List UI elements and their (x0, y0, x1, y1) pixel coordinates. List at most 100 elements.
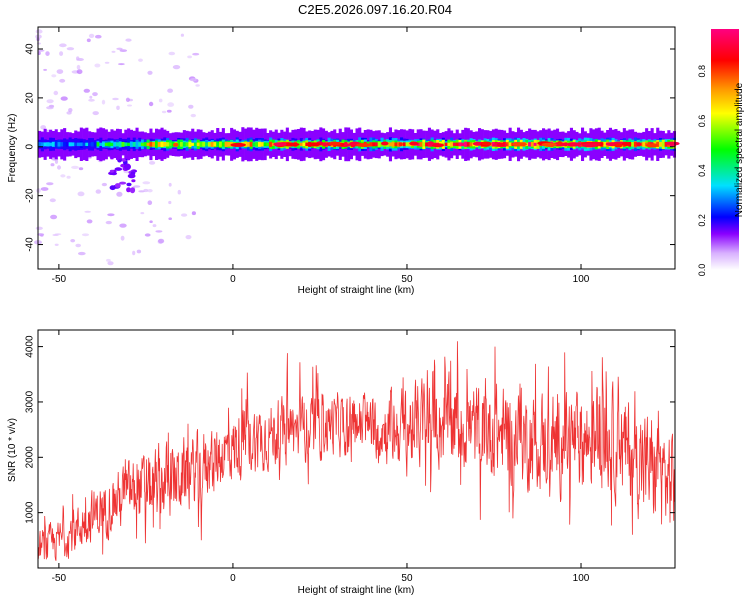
snr-y-label: SNR (10 * v/v) (7, 418, 18, 482)
spectrogram-noise-blob (168, 217, 172, 220)
spectrogram-noise-blob (148, 101, 154, 107)
spectrogram-noise-blob (116, 191, 123, 197)
spectrogram-band-cell (104, 142, 108, 146)
spectrogram-noise-blob (59, 51, 64, 56)
spectrogram-peak (557, 141, 562, 146)
y-tick-label: 40 (25, 43, 36, 55)
spectrogram-noise-blob (158, 98, 163, 103)
spectrogram-band-cell (205, 142, 209, 147)
spectrogram-noise-blob (76, 69, 83, 75)
spectrogram-band-cell (221, 142, 225, 147)
spectrogram-peak (328, 141, 341, 146)
y-tick-label: -20 (25, 188, 36, 203)
spectrogram-peak (283, 142, 300, 147)
spectrogram-noise-blob (56, 69, 64, 74)
spectrogram-band-cell (246, 141, 250, 147)
spectrogram-noise-blob (37, 233, 45, 236)
spectrogram-band-cell (163, 142, 167, 147)
spectrogram-peak (646, 143, 658, 148)
spectrogram-tail-blob (129, 187, 136, 194)
spectrogram-band-cell (645, 142, 649, 147)
spectrogram-peak (636, 142, 642, 147)
spectrogram-band-cell (196, 142, 200, 147)
spectrogram-band-cell (99, 142, 103, 146)
spectrogram-frame (37, 26, 676, 270)
spectrogram-noise-blob (180, 33, 184, 37)
spectrogram-noise-blob (107, 213, 115, 217)
spectrogram-tail-blob (114, 167, 123, 171)
spectrogram-peak (308, 142, 321, 147)
spectrogram-tail-blob (127, 173, 136, 179)
spectrogram-band-cell (405, 142, 409, 147)
spectrogram-noise-blob (60, 174, 66, 178)
spectrogram-band-cell (93, 142, 97, 147)
spectrogram-band-cell (199, 141, 203, 147)
spectrogram-noise-blob (167, 102, 175, 107)
spectrogram-noise-blob (167, 88, 174, 93)
spectrogram-band-cell (633, 141, 637, 147)
spectrogram-noise-blob (132, 250, 136, 256)
spectrogram-band-cell (63, 142, 67, 147)
spectrogram-band-cell (425, 142, 429, 147)
spectrogram-band-cell (96, 142, 100, 147)
spectrogram-noise-blob (59, 78, 66, 83)
spectrogram-noise-blob (142, 181, 151, 185)
spectrogram-band-cell (505, 142, 509, 147)
spectrogram-band-cell (252, 142, 256, 146)
spectrogram-band-cell (377, 141, 381, 147)
spectrogram-peak (481, 141, 492, 146)
spectrogram-panel: -50 0 50 100 -40 -20 0 20 40 Height of straight… (7, 26, 680, 296)
spectrogram-band-cell (90, 142, 94, 147)
spectrogram-band-cell (528, 142, 532, 147)
spectrogram-band-cell (452, 142, 456, 146)
spectrogram-noise-blob (120, 235, 125, 241)
spectrogram-noise-blob (123, 170, 130, 174)
x-tick-label: 100 (573, 274, 590, 285)
spectrogram-noise-blob (54, 233, 62, 236)
spectrogram-noise-blob (46, 99, 54, 104)
snr-y-ticks: 1000 2000 3000 4000 (25, 335, 675, 524)
spectrogram-noise-blob (143, 188, 149, 193)
spectrogram-noise-blob (49, 198, 56, 203)
spectrogram-noise-blob (45, 51, 50, 56)
spectrogram-band-cell (107, 142, 111, 147)
spectrogram-band-cell (146, 142, 150, 146)
spectrogram-noise-blob (192, 52, 200, 56)
spectrogram-noise-blob (172, 65, 181, 70)
spectrogram-noise-blob (136, 249, 142, 254)
spectrogram-peak (409, 141, 419, 146)
colorbar-tick-label: 0.4 (697, 164, 707, 177)
spectrogram-band-cell (642, 141, 646, 147)
colorbar: 0.0 0.2 0.4 0.6 0.8 Normalized spectral ampl… (697, 29, 745, 276)
spectrogram-peak (512, 142, 527, 147)
spectrogram-noise-blob (83, 88, 91, 93)
spectrogram-noise-blob (78, 251, 86, 256)
spectrogram-band (38, 127, 680, 162)
chart-title: C2E5.2026.097.16.20.R04 (298, 2, 452, 17)
spectrogram-peak (565, 142, 582, 147)
spectrogram-band-cell (191, 142, 195, 146)
spectrogram-band-cell (155, 142, 159, 147)
spectrogram-noise-blob (149, 161, 156, 165)
spectrogram-band-cell (536, 142, 540, 147)
spectrogram-band-cell (416, 142, 420, 146)
snr-frame (37, 329, 676, 569)
spectrogram-noise-blob (76, 64, 81, 70)
spectrogram-band-cell (659, 141, 663, 147)
spectrogram-band-cell (210, 141, 214, 147)
spectrogram-noise-blob (168, 200, 172, 205)
spectrogram-noise-blob (118, 63, 125, 66)
spectrogram-noise-blob (46, 106, 54, 110)
spectrogram-tail-blob (126, 182, 132, 187)
spectrogram-band-cell (402, 142, 406, 147)
spectrogram-band-cell (455, 142, 459, 146)
spectrogram-noise-blob (119, 223, 127, 228)
spectrogram-band-cell (157, 141, 161, 147)
spectrogram-band-cell (464, 141, 468, 147)
spectrogram-tail-blob (131, 179, 136, 183)
spectrogram-noise-blob (54, 159, 59, 164)
spectrogram-band-cell (302, 142, 306, 147)
spectrogram-band-cell (391, 142, 395, 147)
spectrogram-noise-blob (104, 61, 110, 64)
